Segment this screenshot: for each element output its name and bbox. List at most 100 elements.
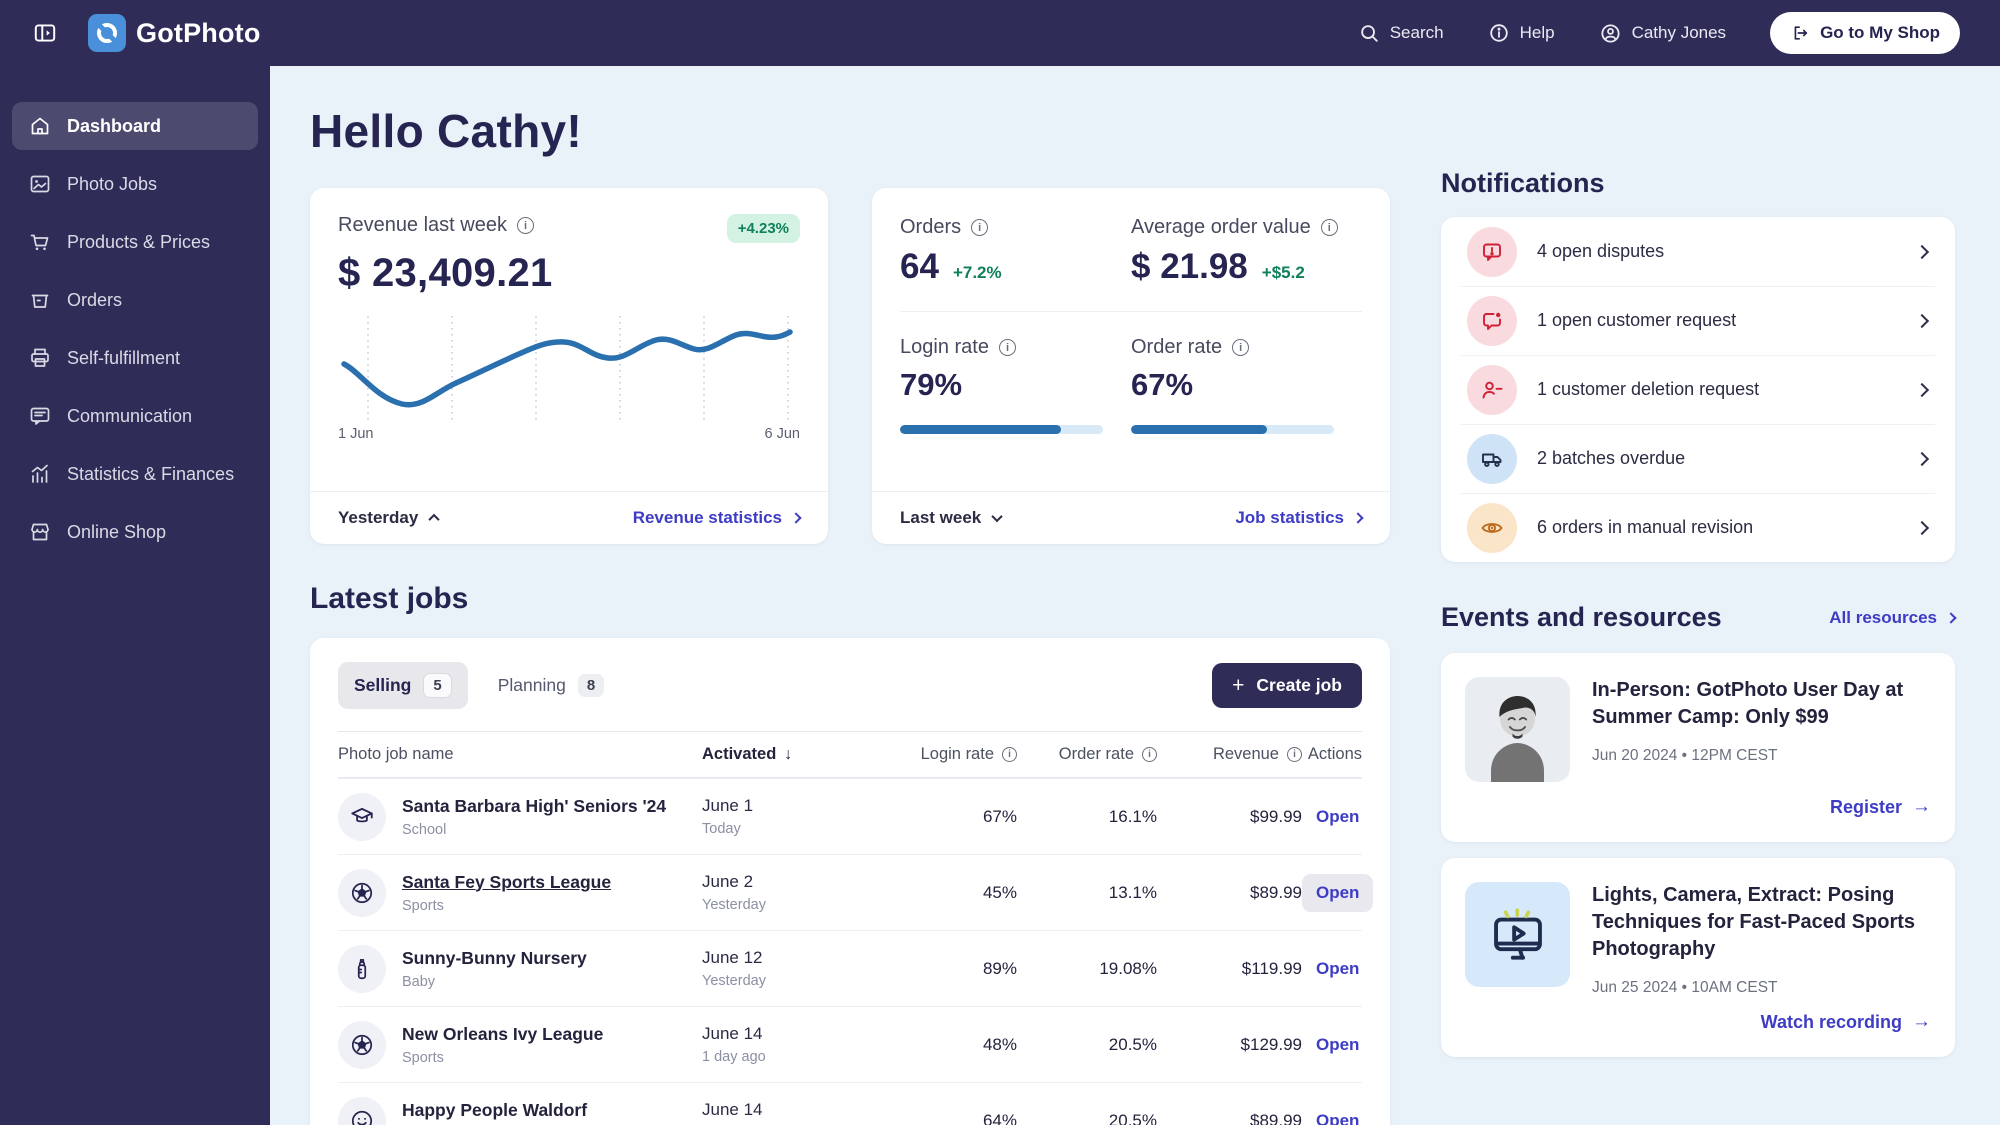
sidebar-item-label: Communication <box>67 405 193 426</box>
sidebar-item-orders[interactable]: Orders <box>12 276 258 324</box>
job-statistics-link[interactable]: Job statistics <box>1235 508 1364 528</box>
column-photo-job-name[interactable]: Photo job name <box>338 745 454 763</box>
sidebar-item-online-shop[interactable]: Online Shop <box>12 508 258 556</box>
arrow-right-icon <box>1912 1011 1931 1033</box>
info-icon[interactable] <box>1320 219 1338 236</box>
chevron-right-icon <box>1945 611 1957 624</box>
shopping-cart-icon <box>28 230 52 254</box>
notification-open-disputes[interactable]: 4 open disputes <box>1441 217 1955 286</box>
open-job-link[interactable]: Open <box>1302 873 1374 912</box>
event-card-user-day[interactable]: In-Person: GotPhoto User Day at Summer C… <box>1441 653 1955 842</box>
revenue-change-badge: +4.23% <box>726 214 800 243</box>
sidebar-item-photo-jobs[interactable]: Photo Jobs <box>12 160 258 208</box>
open-job-link[interactable]: Open <box>1316 958 1360 978</box>
soccer-ball-icon <box>338 868 386 917</box>
chevron-up-icon <box>428 513 441 526</box>
aov-delta: +$5.2 <box>1261 263 1305 282</box>
smiley-face-icon <box>338 1096 386 1125</box>
baby-bottle-icon <box>338 944 386 993</box>
table-row-sunny-bunny[interactable]: Sunny-Bunny Nursery Baby June 12 Yesterday… <box>338 930 1362 1006</box>
aov-value: $ 21.98 <box>1131 247 1248 286</box>
sidebar-item-label: Photo Jobs <box>67 173 158 194</box>
dispute-chat-icon <box>1467 226 1517 277</box>
sidebar-item-statistics-finances[interactable]: Statistics & Finances <box>12 450 258 498</box>
tab-planning[interactable]: Planning 8 <box>482 663 620 708</box>
order-rate-label: Order rate <box>1131 336 1223 358</box>
login-rate-label: Login rate <box>900 336 989 358</box>
chevron-right-icon <box>1914 244 1930 259</box>
sidebar-item-dashboard[interactable]: Dashboard <box>12 102 258 150</box>
order-rate-value: 67% <box>1131 367 1194 402</box>
sidebar-item-label: Products & Prices <box>67 231 211 252</box>
column-activated-sorted[interactable]: Activated <box>702 745 887 764</box>
table-row-santa-fey[interactable]: Santa Fey Sports League Sports June 2 Yest… <box>338 854 1374 930</box>
orders-label: Orders <box>900 216 962 238</box>
info-icon[interactable] <box>971 219 989 236</box>
notification-customer-deletion[interactable]: 1 customer deletion request <box>1441 355 1955 424</box>
chevron-right-icon <box>1914 520 1930 535</box>
revenue-period-selector[interactable]: Yesterday <box>338 508 441 528</box>
open-job-link[interactable]: Open <box>1316 806 1360 826</box>
orders-value: 64 <box>900 247 939 286</box>
table-row-santa-barbara[interactable]: Santa Barbara High' Seniors '24 School Ju… <box>338 778 1362 854</box>
events-title: Events and resources <box>1441 602 1722 632</box>
sidebar-item-products-prices[interactable]: Products & Prices <box>12 218 258 266</box>
brand-logo[interactable]: GotPhoto <box>88 14 261 52</box>
info-icon[interactable] <box>1232 339 1250 356</box>
topbar-right: Search Help Cathy Jones <box>1358 12 1960 54</box>
jobs-table-header: Photo job name Activated Login rate Orde… <box>338 731 1362 778</box>
column-login-rate[interactable]: Login rate <box>887 745 1017 764</box>
sidebar-item-label: Self-fulfillment <box>67 347 181 368</box>
aov-label: Average order value <box>1131 216 1311 238</box>
planning-count-badge: 8 <box>577 674 605 697</box>
notification-customer-request[interactable]: 1 open customer request <box>1441 286 1955 355</box>
register-link[interactable]: Register <box>1830 796 1931 818</box>
info-icon[interactable] <box>998 339 1016 356</box>
soccer-ball-icon <box>338 1020 386 1069</box>
watch-recording-link[interactable]: Watch recording <box>1761 1011 1931 1033</box>
go-to-my-shop-button[interactable]: Go to My Shop <box>1770 12 1960 54</box>
home-icon <box>28 114 52 138</box>
delivery-truck-icon <box>1467 433 1517 484</box>
x-axis-start-label: 1 Jun <box>338 426 374 442</box>
user-menu[interactable]: Cathy Jones <box>1599 22 1726 45</box>
statistics-chart-icon <box>28 462 52 486</box>
column-order-rate[interactable]: Order rate <box>1017 745 1157 764</box>
arrow-right-icon <box>1912 796 1931 818</box>
revenue-title: Revenue last week <box>338 214 507 236</box>
external-shop-icon <box>1790 23 1810 43</box>
sidebar-item-communication[interactable]: Communication <box>12 392 258 440</box>
latest-jobs-card: Selling 5 Planning 8 Create job <box>310 638 1390 1125</box>
sidebar-item-label: Orders <box>67 289 123 310</box>
eye-icon <box>1467 502 1517 553</box>
selling-count-badge: 5 <box>423 673 452 698</box>
notification-batches-overdue[interactable]: 2 batches overdue <box>1441 424 1955 493</box>
sidebar-item-self-fulfillment[interactable]: Self-fulfillment <box>12 334 258 382</box>
sort-desc-icon <box>784 745 792 764</box>
revenue-statistics-link[interactable]: Revenue statistics <box>633 508 802 528</box>
printer-icon <box>28 346 52 370</box>
tab-selling[interactable]: Selling 5 <box>338 662 468 709</box>
open-job-link[interactable]: Open <box>1316 1110 1360 1125</box>
user-avatar-icon <box>1599 22 1622 45</box>
create-job-button[interactable]: Create job <box>1212 663 1362 708</box>
all-resources-link[interactable]: All resources <box>1829 608 1957 628</box>
event-card-webinar[interactable]: Lights, Camera, Extract: Posing Techniqu… <box>1441 858 1955 1057</box>
customer-remove-icon <box>1467 364 1517 415</box>
table-row-new-orleans[interactable]: New Orleans Ivy League Sports June 14 1 da… <box>338 1006 1362 1082</box>
sidebar-collapse-icon[interactable] <box>28 16 62 50</box>
open-job-link[interactable]: Open <box>1316 1034 1360 1054</box>
main-content: Hello Cathy! Revenue last week +4.23% $ … <box>270 66 2000 1125</box>
info-icon[interactable] <box>1142 747 1157 762</box>
chevron-right-icon <box>790 512 802 524</box>
info-icon[interactable] <box>1287 747 1302 762</box>
column-revenue[interactable]: Revenue <box>1157 745 1302 764</box>
jobs-period-selector[interactable]: Last week <box>900 508 1003 528</box>
help-button[interactable]: Help <box>1488 22 1555 44</box>
search-button[interactable]: Search <box>1358 22 1444 44</box>
notification-manual-revision[interactable]: 6 orders in manual revision <box>1441 493 1955 562</box>
info-icon[interactable] <box>1002 747 1017 762</box>
table-row-happy-people[interactable]: Happy People WaldorfPreschool June 143 d… <box>338 1082 1362 1125</box>
info-icon[interactable] <box>516 217 534 234</box>
